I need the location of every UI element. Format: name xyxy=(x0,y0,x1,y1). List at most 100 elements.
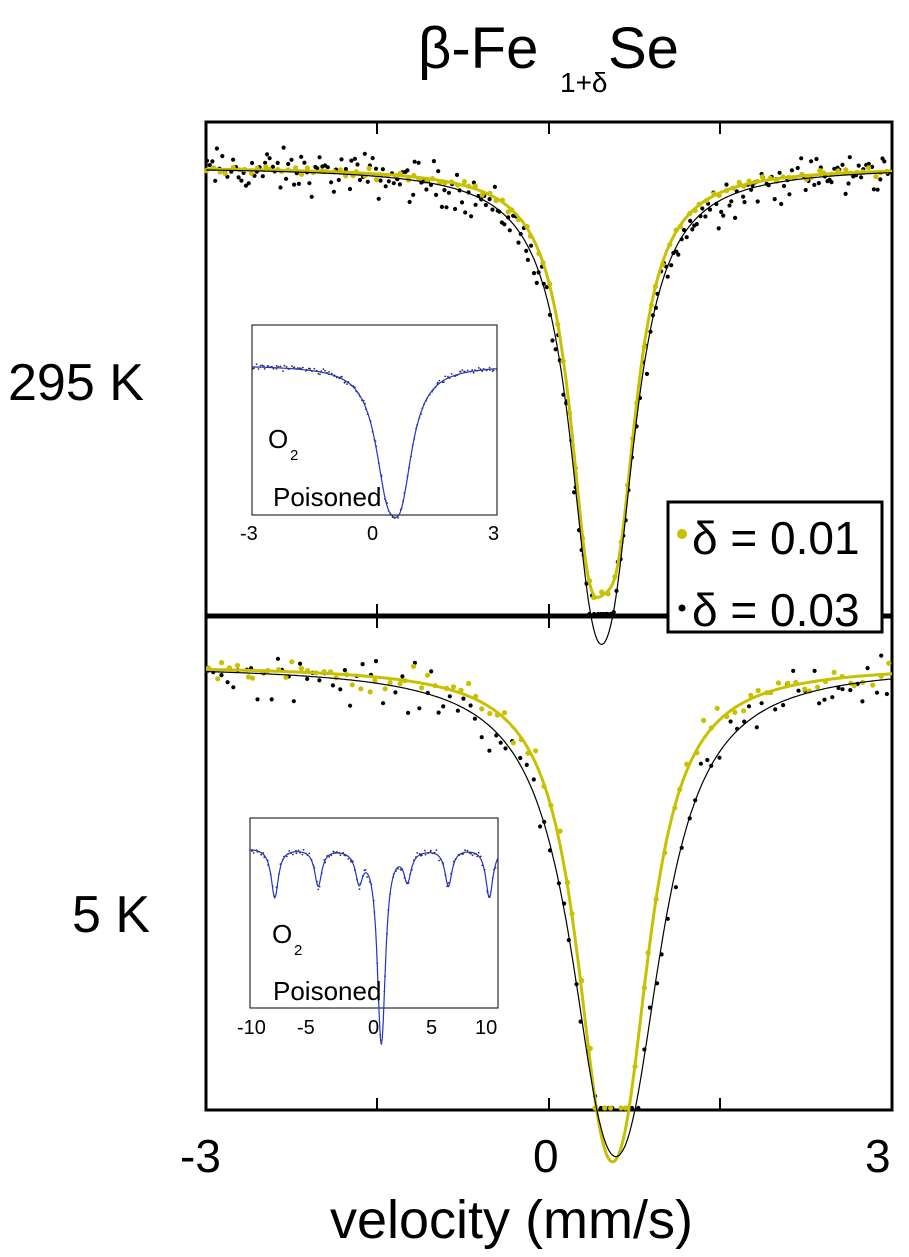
data-point xyxy=(410,663,417,670)
inset-data-point xyxy=(416,852,419,854)
data-point xyxy=(454,172,460,177)
data-point xyxy=(479,735,484,740)
data-point xyxy=(636,1105,641,1111)
data-point xyxy=(370,156,375,161)
inset-data-point xyxy=(288,850,291,852)
data-point xyxy=(802,686,808,692)
data-point xyxy=(373,659,379,664)
data-point xyxy=(292,182,297,187)
data-point xyxy=(472,716,477,721)
data-point xyxy=(436,710,441,715)
data-point xyxy=(665,274,670,279)
inset-data-point xyxy=(341,375,343,378)
data-point xyxy=(286,161,291,167)
data-point xyxy=(755,199,760,204)
data-point xyxy=(721,213,726,218)
inset-data-point xyxy=(347,858,350,860)
data-point xyxy=(866,161,871,166)
inset-data-point xyxy=(437,381,439,384)
data-point xyxy=(879,653,884,658)
legend-entry-delta-001: δ = 0.01 xyxy=(692,512,860,564)
data-point xyxy=(263,160,268,165)
data-point xyxy=(281,145,286,150)
x-tick-neg3: -3 xyxy=(180,1130,221,1182)
data-point xyxy=(267,156,272,161)
data-point xyxy=(647,1005,653,1010)
inset-295k-tick-0: 0 xyxy=(367,523,378,545)
inset-data-point xyxy=(255,363,258,365)
inset-data-point xyxy=(291,365,293,368)
inset-data-point xyxy=(438,379,441,382)
data-point xyxy=(846,181,851,186)
data-point xyxy=(741,708,747,714)
data-point xyxy=(329,180,334,185)
inset-data-point xyxy=(332,850,335,853)
data-point xyxy=(694,222,699,227)
data-point xyxy=(362,151,367,156)
inset-5k: O 2 Poisoned -10 -5 0 5 10 xyxy=(237,817,499,1045)
data-point xyxy=(309,194,314,199)
inset-data-point xyxy=(283,364,286,367)
data-point xyxy=(550,338,555,343)
inset-data-point xyxy=(322,368,325,370)
inset-data-point xyxy=(259,364,262,367)
data-point xyxy=(886,660,892,666)
inset-data-point xyxy=(466,849,469,852)
data-point xyxy=(856,163,861,168)
inset-data-point xyxy=(339,854,342,857)
data-point xyxy=(492,184,497,189)
inset-data-point xyxy=(261,364,264,367)
data-point xyxy=(779,201,784,207)
data-point xyxy=(843,167,849,173)
inset-data-point xyxy=(476,855,479,858)
data-point xyxy=(832,166,837,171)
data-point xyxy=(358,686,364,692)
bottom-panel-data xyxy=(205,653,893,1164)
data-point xyxy=(469,214,474,219)
data-point xyxy=(461,179,467,185)
data-point xyxy=(349,682,355,688)
data-point xyxy=(755,687,761,694)
data-point xyxy=(307,181,312,186)
data-point xyxy=(315,166,320,171)
data-point xyxy=(728,719,733,724)
inset-5k-word: Poisoned xyxy=(273,976,381,1006)
inset-data-point xyxy=(447,375,449,378)
data-point xyxy=(429,669,434,674)
data-point xyxy=(466,680,472,687)
data-point xyxy=(524,762,529,768)
x-axis-label: velocity (mm/s) xyxy=(330,1190,693,1250)
data-point xyxy=(269,697,274,702)
inset-data-point xyxy=(313,367,316,370)
data-point xyxy=(215,676,221,682)
data-point xyxy=(405,168,410,173)
data-point xyxy=(367,689,373,695)
inset-data-point xyxy=(444,375,447,378)
data-point xyxy=(700,206,705,211)
inset-data-point xyxy=(424,853,427,856)
data-point xyxy=(729,199,734,204)
data-point xyxy=(473,202,478,207)
data-point xyxy=(772,197,777,202)
inset-data-point xyxy=(317,372,320,375)
data-point xyxy=(759,174,765,180)
data-point xyxy=(213,178,218,183)
data-point xyxy=(673,885,679,890)
data-point xyxy=(333,675,339,681)
data-point xyxy=(870,682,876,688)
fit-line xyxy=(206,167,892,600)
fit-line xyxy=(206,671,893,1158)
data-point xyxy=(436,169,441,174)
data-point xyxy=(343,167,348,172)
data-point xyxy=(355,162,360,167)
data-point xyxy=(360,662,365,667)
data-point xyxy=(248,170,254,176)
data-point xyxy=(501,710,508,716)
inset-data-point xyxy=(297,849,300,852)
data-point xyxy=(234,662,241,669)
inset-data-point xyxy=(461,369,464,371)
inset-data-point xyxy=(471,854,474,857)
inset-data-point xyxy=(308,852,311,855)
inset-data-point xyxy=(463,370,466,373)
